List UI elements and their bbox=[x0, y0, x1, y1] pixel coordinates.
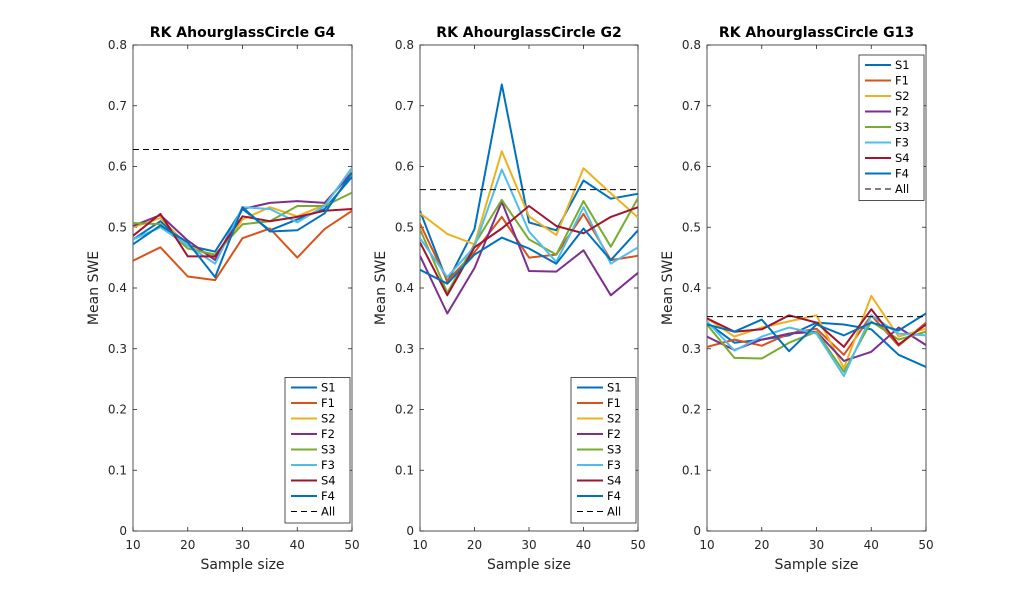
series-line-s4 bbox=[420, 205, 638, 297]
x-tick-label: 20 bbox=[754, 538, 769, 552]
legend-entry-label: F4 bbox=[895, 167, 909, 181]
y-tick-label: 0.3 bbox=[395, 342, 414, 356]
legend-entry-label: S3 bbox=[607, 443, 622, 457]
y-axis-label: Mean SWE bbox=[86, 251, 102, 325]
y-tick-label: 0.3 bbox=[682, 342, 701, 356]
series-line-f2 bbox=[420, 200, 638, 315]
y-tick-label: 0.6 bbox=[395, 160, 414, 174]
legend-entry-label: F1 bbox=[607, 396, 621, 410]
x-tick-label: 20 bbox=[180, 538, 195, 552]
legend-entry-label: F2 bbox=[607, 427, 621, 441]
y-tick-label: 0.7 bbox=[108, 99, 127, 113]
legend-entry-label: F3 bbox=[321, 458, 335, 472]
y-tick-label: 0.6 bbox=[682, 160, 701, 174]
legend-entry-label: F2 bbox=[321, 427, 335, 441]
y-tick-label: 0.7 bbox=[395, 99, 414, 113]
x-tick-label: 50 bbox=[630, 538, 645, 552]
legend-entry-label: S1 bbox=[895, 58, 910, 72]
series-line-s4 bbox=[133, 208, 352, 258]
x-tick-label: 40 bbox=[576, 538, 591, 552]
y-tick-label: 0.2 bbox=[682, 403, 701, 417]
chart-panel-3: 0 0.1 0.2 0.3 0.4 0.5 0.6 0.7 0.8 10 20 30 40 50 RK Ah… bbox=[660, 25, 934, 573]
x-tick-label: 10 bbox=[412, 538, 427, 552]
y-tick-label: 0.1 bbox=[395, 463, 414, 477]
legend-entry-label: S3 bbox=[321, 443, 336, 457]
chart-panel-1: 0 0.1 0.2 0.3 0.4 0.5 0.6 0.7 0.8 10 20 30 40 50 RK Ah… bbox=[86, 25, 360, 573]
x-axis-label: Sample size bbox=[487, 557, 571, 573]
x-tick-label: 30 bbox=[809, 538, 824, 552]
y-tick-label: 0.5 bbox=[682, 220, 701, 234]
series-line-s2 bbox=[707, 294, 926, 370]
x-tick-label: 20 bbox=[467, 538, 482, 552]
chart-panel-2: 0 0.1 0.2 0.3 0.4 0.5 0.6 0.7 0.8 10 20 30 40 50 RK Ah… bbox=[373, 25, 646, 573]
legend-entry-label: S2 bbox=[607, 412, 622, 426]
legend-entry-label: S1 bbox=[321, 381, 336, 395]
chart-title: RK AhourglassCircle G13 bbox=[719, 25, 914, 41]
legend-entry-label: F2 bbox=[895, 105, 909, 119]
y-tick-label: 0 bbox=[693, 524, 701, 538]
series-line-s2 bbox=[420, 150, 638, 246]
legend-entry-label: S2 bbox=[895, 89, 910, 103]
series-line-f1 bbox=[133, 209, 352, 282]
x-tick-label: 10 bbox=[699, 538, 714, 552]
y-tick-label: 0.4 bbox=[395, 281, 414, 295]
y-tick-label: 0.8 bbox=[682, 38, 701, 52]
series-line-f4 bbox=[420, 227, 638, 285]
series-line-s4 bbox=[707, 308, 926, 348]
series-line-f4 bbox=[707, 312, 926, 353]
x-tick-label: 40 bbox=[290, 538, 305, 552]
chart-title: RK AhourglassCircle G2 bbox=[436, 25, 621, 41]
y-tick-label: 0.7 bbox=[682, 99, 701, 113]
legend-entry-label: F3 bbox=[895, 136, 909, 150]
legend-entry-label: S4 bbox=[607, 474, 622, 488]
y-tick-label: 0.8 bbox=[108, 38, 127, 52]
y-tick-label: 0.5 bbox=[108, 220, 127, 234]
series-line-s1 bbox=[420, 83, 638, 283]
series-line-s3 bbox=[420, 197, 638, 294]
y-tick-label: 0.5 bbox=[395, 220, 414, 234]
legend-entry-label: F1 bbox=[895, 74, 909, 88]
y-tick-label: 0.1 bbox=[682, 463, 701, 477]
x-tick-label: 50 bbox=[344, 538, 359, 552]
y-tick-label: 0.6 bbox=[108, 160, 127, 174]
legend-entry-label: F4 bbox=[607, 489, 621, 503]
x-axis-label: Sample size bbox=[200, 557, 284, 573]
series-line-f3 bbox=[420, 168, 638, 279]
legend-entry-label: F4 bbox=[321, 489, 335, 503]
y-axis-label: Mean SWE bbox=[373, 251, 389, 325]
legend-entry-label: S4 bbox=[321, 474, 336, 488]
y-tick-label: 0.2 bbox=[108, 403, 127, 417]
legend-entry-label: S2 bbox=[321, 412, 336, 426]
y-tick-label: 0.4 bbox=[682, 281, 701, 295]
x-tick-label: 50 bbox=[918, 538, 933, 552]
legend-entry-label: All bbox=[321, 505, 335, 519]
legend-entry-label: S3 bbox=[895, 120, 910, 134]
chart-title: RK AhourglassCircle G4 bbox=[150, 25, 336, 41]
y-axis-label: Mean SWE bbox=[660, 251, 676, 325]
y-tick-label: 0 bbox=[406, 524, 414, 538]
legend-entry-label: All bbox=[607, 505, 621, 519]
x-axis-label: Sample size bbox=[774, 557, 858, 573]
y-tick-label: 0.1 bbox=[108, 463, 127, 477]
x-tick-label: 40 bbox=[864, 538, 879, 552]
series-line-f4 bbox=[133, 172, 352, 279]
legend-entry-label: All bbox=[895, 182, 909, 196]
x-tick-label: 10 bbox=[125, 538, 140, 552]
y-tick-label: 0.8 bbox=[395, 38, 414, 52]
y-tick-label: 0.2 bbox=[395, 403, 414, 417]
legend-entry-label: F3 bbox=[607, 458, 621, 472]
legend-entry-label: S4 bbox=[895, 151, 910, 165]
y-tick-label: 0 bbox=[119, 524, 127, 538]
y-tick-label: 0.4 bbox=[108, 281, 127, 295]
legend-entry-label: S1 bbox=[607, 381, 622, 395]
x-tick-label: 30 bbox=[521, 538, 536, 552]
legend-entry-label: F1 bbox=[321, 396, 335, 410]
x-tick-label: 30 bbox=[235, 538, 250, 552]
y-tick-label: 0.3 bbox=[108, 342, 127, 356]
